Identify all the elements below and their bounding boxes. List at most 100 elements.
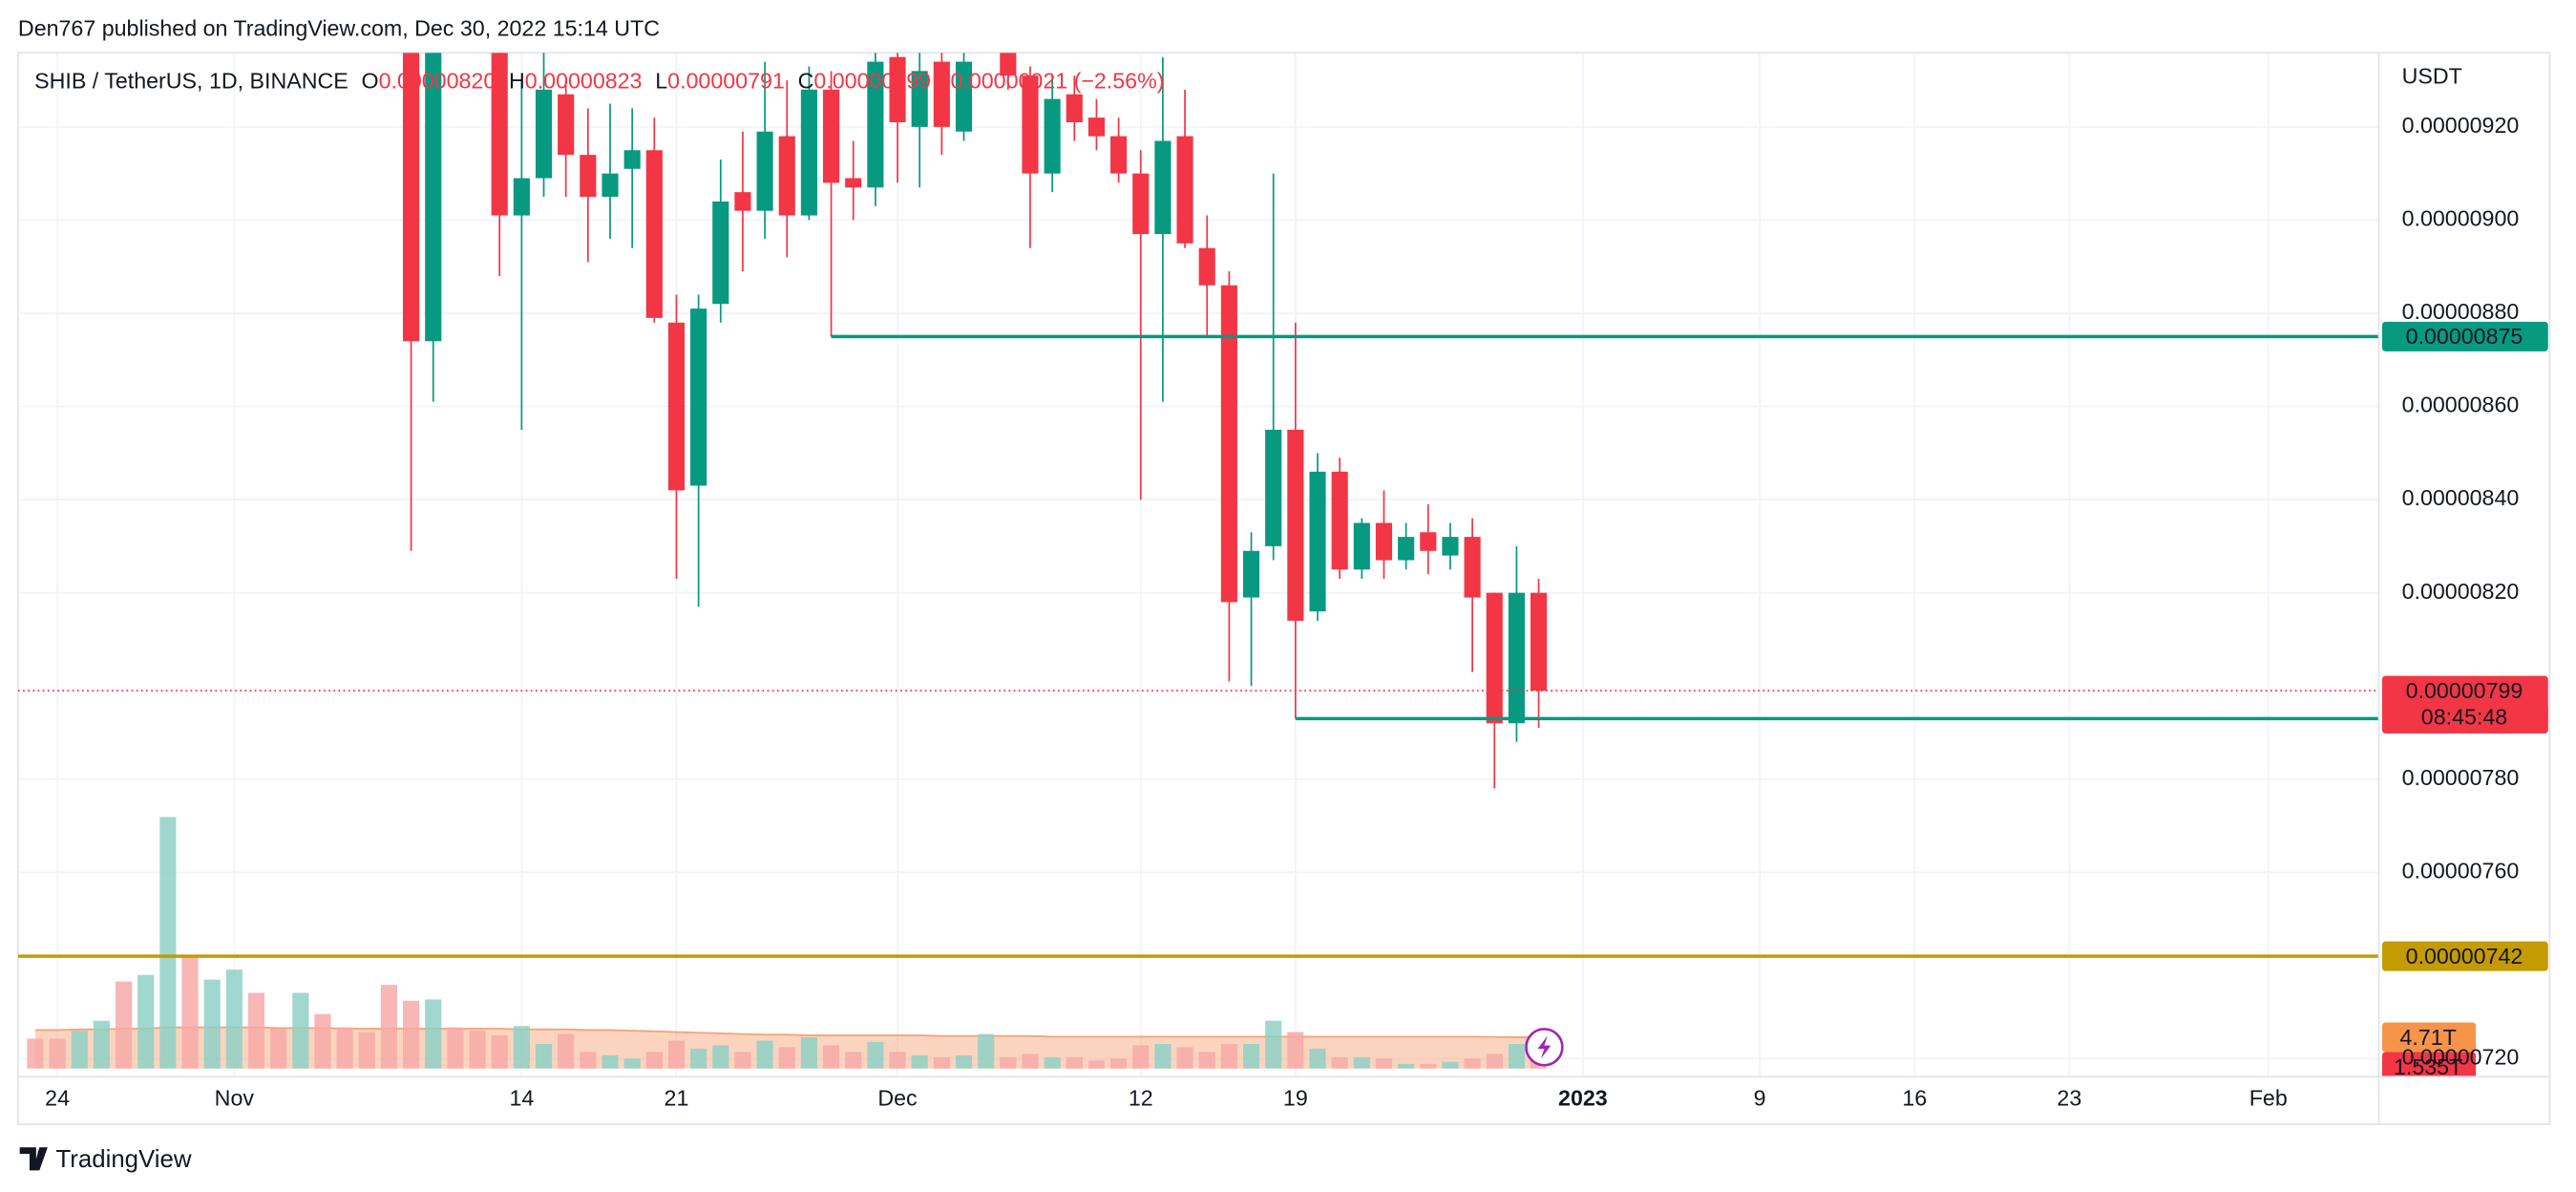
volume-bar bbox=[889, 1052, 906, 1069]
volume-bar bbox=[1464, 1058, 1481, 1069]
volume-bar bbox=[469, 1031, 486, 1069]
x-tick-label: 9 bbox=[1754, 1086, 1766, 1111]
candle-body bbox=[845, 178, 862, 188]
volume-bar bbox=[247, 992, 265, 1069]
candle-body bbox=[1242, 550, 1260, 598]
volume-bar bbox=[1331, 1056, 1348, 1069]
volume-bar bbox=[93, 1020, 110, 1069]
y-tick-label: 0.00000860 bbox=[2402, 393, 2520, 417]
candle-body bbox=[558, 94, 575, 156]
candle-body bbox=[1110, 136, 1128, 174]
y-tick-label: 0.00000720 bbox=[2402, 1045, 2520, 1070]
x-axis: 24 Nov 14 21 Dec 12 19 2023 9 16 23 Feb bbox=[45, 1086, 2288, 1111]
candle-body bbox=[1398, 537, 1415, 561]
plot bbox=[17, 53, 2379, 1069]
volume-bar bbox=[1176, 1047, 1193, 1069]
candle-body bbox=[1198, 247, 1215, 286]
y-tick-label: 0.00000920 bbox=[2402, 113, 2520, 138]
indicator-icon bbox=[1525, 1028, 1564, 1067]
volume-bar bbox=[1398, 1063, 1415, 1069]
volume-bar bbox=[867, 1041, 884, 1069]
volume-label: 4.71T bbox=[2399, 1025, 2456, 1050]
volume-bar bbox=[535, 1043, 553, 1069]
legend-key: H bbox=[509, 68, 525, 93]
candle-body bbox=[513, 178, 530, 216]
volume-bar bbox=[49, 1038, 66, 1069]
y-tick-label: 0.00000780 bbox=[2402, 765, 2520, 790]
x-tick-label: 21 bbox=[665, 1086, 689, 1111]
candle-body bbox=[1132, 173, 1150, 235]
candle-body bbox=[1464, 537, 1481, 598]
volume-bar bbox=[181, 954, 199, 1069]
candle-body bbox=[1176, 136, 1193, 244]
legend-value: 0.00000799 bbox=[813, 68, 931, 93]
volume-bar bbox=[1022, 1054, 1039, 1069]
candle-body bbox=[491, 53, 508, 216]
volume-bar bbox=[336, 1027, 353, 1069]
y-tick-label: 0.00000820 bbox=[2402, 579, 2520, 604]
volume-bar bbox=[270, 1029, 287, 1069]
candle-body bbox=[690, 309, 707, 486]
volume-bar bbox=[911, 1054, 928, 1069]
volume-bar bbox=[137, 974, 155, 1069]
legend-value: −0.00000021 (−2.56%) bbox=[938, 68, 1165, 93]
volume-bar bbox=[1066, 1056, 1083, 1069]
volume-bar bbox=[1220, 1043, 1237, 1069]
candle-body bbox=[1287, 429, 1304, 621]
candle-body bbox=[1531, 592, 1548, 692]
level-label: 0.00000875 bbox=[2406, 324, 2523, 349]
last-price-box bbox=[2381, 675, 2548, 734]
level-label: 0.00000742 bbox=[2406, 944, 2523, 968]
volume-bar bbox=[380, 985, 397, 1069]
x-tick-label: 14 bbox=[509, 1086, 534, 1111]
volume-bar bbox=[513, 1026, 530, 1069]
candle-body bbox=[1353, 522, 1370, 570]
brand-name: TradingView bbox=[56, 1146, 192, 1173]
candle-body bbox=[1309, 471, 1326, 612]
volume-bar bbox=[115, 981, 133, 1069]
volume-bar bbox=[756, 1040, 773, 1069]
candle-body bbox=[425, 53, 442, 342]
volume-bar bbox=[623, 1058, 641, 1069]
y-tick-label: 0.00000840 bbox=[2402, 485, 2520, 510]
y-tick-label: 0.00000760 bbox=[2402, 858, 2520, 883]
volume-bar bbox=[491, 1034, 508, 1069]
volume-bar bbox=[1287, 1032, 1304, 1069]
candle-body bbox=[889, 56, 906, 123]
volume-bar bbox=[734, 1052, 751, 1069]
volume-label-box bbox=[2381, 1022, 2477, 1053]
volume-bar bbox=[1242, 1043, 1260, 1069]
candle-body bbox=[1000, 53, 1017, 76]
volume-bar bbox=[1265, 1020, 1282, 1069]
candle-body bbox=[1087, 117, 1106, 137]
volume-bar bbox=[1087, 1060, 1106, 1069]
volume-bar bbox=[933, 1056, 950, 1069]
chart-frame bbox=[17, 52, 2551, 1126]
candle-body bbox=[1486, 592, 1503, 724]
volume-bar bbox=[602, 1054, 619, 1069]
volume-label-box bbox=[2381, 1052, 2477, 1077]
volume-bar bbox=[1420, 1063, 1437, 1069]
x-tick-label: 24 bbox=[45, 1086, 70, 1111]
price-axis: 0.000008750.000007930.000007420.00000799… bbox=[2381, 321, 2548, 1079]
candle-body bbox=[1420, 532, 1437, 551]
volume-bar bbox=[1154, 1043, 1172, 1069]
volume-bar bbox=[1309, 1048, 1326, 1069]
x-tick-label: 2023 bbox=[1558, 1086, 1608, 1111]
candle-body bbox=[955, 61, 973, 132]
volume-bar bbox=[1000, 1056, 1017, 1069]
volume-bar bbox=[822, 1045, 840, 1069]
volume-bar bbox=[712, 1045, 729, 1069]
symbol-legend: SHIB / TetherUS, 1D, BINANCE O0.00000820 H… bbox=[34, 68, 1164, 93]
volume-bar bbox=[845, 1052, 862, 1069]
candle-body bbox=[1022, 75, 1039, 174]
volume-label: 1.535T bbox=[2394, 1054, 2462, 1079]
level-label-box bbox=[2381, 321, 2548, 351]
candle-body bbox=[712, 201, 729, 305]
volume-bar bbox=[1044, 1056, 1061, 1069]
volume-bar bbox=[1132, 1045, 1150, 1069]
x-tick-label: 23 bbox=[2057, 1086, 2081, 1111]
volume-bar bbox=[1375, 1058, 1393, 1069]
volume-bar bbox=[403, 1000, 420, 1069]
